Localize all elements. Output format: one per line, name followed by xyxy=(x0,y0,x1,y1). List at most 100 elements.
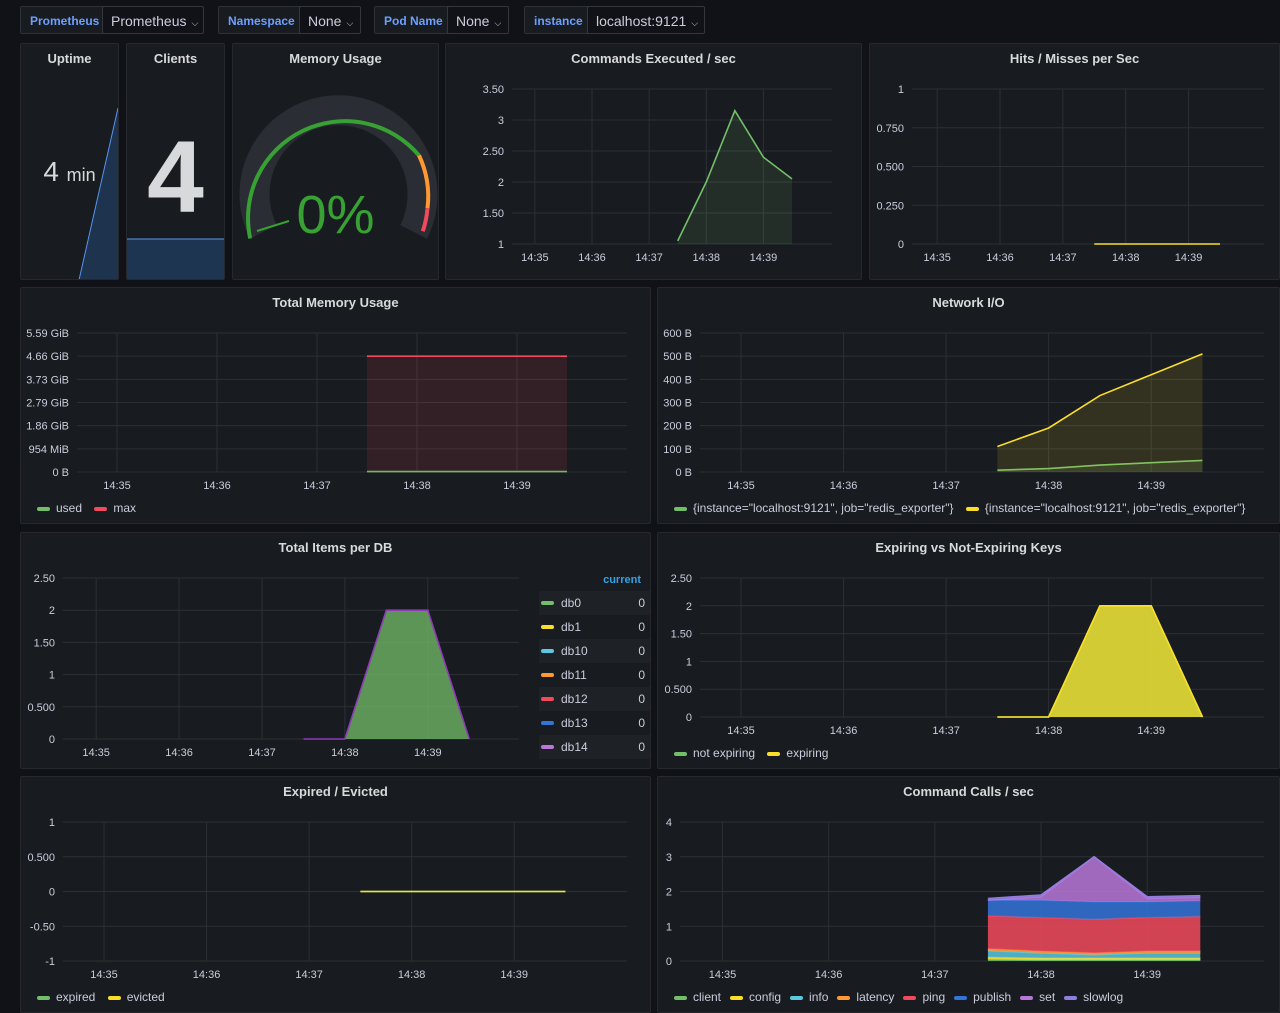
x-tick-label: 14:36 xyxy=(830,725,858,737)
db-legend-row[interactable]: db13 0 xyxy=(539,711,650,735)
y-tick-label: 2.79 GiB xyxy=(26,398,69,410)
pod-select[interactable]: None ⌵ xyxy=(447,6,509,34)
hits-misses-panel[interactable]: Hits / Misses per Sec 1 0.750 0.500 0.250 0 1… xyxy=(869,43,1280,280)
legend-swatch xyxy=(541,721,554,725)
total-memory-panel[interactable]: Total Memory Usage 5.59 GiB 4.66 GiB 3.73 … xyxy=(20,287,651,524)
y-tick-label: 0 xyxy=(898,239,904,251)
instance-value: localhost:9121 xyxy=(596,13,687,29)
hits-misses-chart: 1 0.750 0.500 0.250 0 14:35 14:36 14:37 14:38 14:… xyxy=(876,84,1264,264)
series-line-expiring xyxy=(997,605,1204,718)
chart-legend: used max xyxy=(37,501,145,515)
legend-label: latency xyxy=(856,990,895,1004)
db-legend-row[interactable]: db0 0 xyxy=(539,591,650,615)
db-legend-row[interactable]: db1 0 xyxy=(539,615,650,639)
db-current-value: 0 xyxy=(638,596,645,610)
series-area-db0 xyxy=(303,610,470,739)
memory-gauge xyxy=(239,95,438,239)
instance-select[interactable]: localhost:9121 ⌵ xyxy=(587,6,705,34)
db-legend-row[interactable]: db12 0 xyxy=(539,687,650,711)
db-name: db14 xyxy=(561,740,588,754)
var-label-pod: Pod Name xyxy=(374,6,453,34)
x-tick-label: 14:37 xyxy=(295,969,323,981)
namespace-select[interactable]: None ⌵ xyxy=(299,6,361,34)
legend-item-network-out[interactable]: {instance="localhost:9121", job="redis_e… xyxy=(965,501,1246,515)
uptime-unit: min xyxy=(66,165,96,185)
db-legend-row[interactable]: db14 0 xyxy=(539,735,650,759)
items-per-db-chart: 2.50 2 1.50 1 0.500 0 14:35 14:36 14:37 14:38 14:3… xyxy=(27,573,519,759)
series-line-slowlog xyxy=(987,855,1201,900)
uptime-panel[interactable]: Uptime 4 min xyxy=(20,43,119,280)
command-calls-panel[interactable]: Command Calls / sec 4 3 2 1 0 14:35 14:36 14:37… xyxy=(657,776,1280,1013)
chart-legend: {instance="localhost:9121", job="redis_e… xyxy=(674,501,1254,515)
db-legend-row[interactable]: db10 0 xyxy=(539,639,650,663)
series-area-ping xyxy=(987,915,1201,954)
y-tick-label: 4 xyxy=(666,817,672,829)
y-tick-label: 2.50 xyxy=(34,573,55,585)
datasource-value: Prometheus xyxy=(111,13,187,29)
legend-item-ping[interactable]: ping xyxy=(903,990,945,1004)
x-tick-label: 14:35 xyxy=(90,969,118,981)
legend-item-info[interactable]: info xyxy=(790,990,828,1004)
expiring-keys-panel[interactable]: Expiring vs Not-Expiring Keys 2.50 2 1.50 1… xyxy=(657,532,1280,769)
legend-item-slowlog[interactable]: slowlog xyxy=(1064,990,1123,1004)
x-tick-label: 14:38 xyxy=(1035,725,1063,737)
x-tick-label: 14:35 xyxy=(103,480,131,492)
legend-swatch xyxy=(965,506,979,511)
legend-item-max[interactable]: max xyxy=(94,501,136,515)
x-tick-label: 14:36 xyxy=(193,969,221,981)
x-tick-label: 14:37 xyxy=(932,725,960,737)
expired-evicted-chart: 1 0.500 0 -0.50 -1 14:35 14:36 14:37 14:38 14:39 xyxy=(27,817,627,981)
clients-panel[interactable]: Clients 4 xyxy=(126,43,225,280)
commands-executed-panel[interactable]: Commands Executed / sec 3.50 3 2.50 2 1.50 1 1… xyxy=(445,43,862,280)
legend-item-network-in[interactable]: {instance="localhost:9121", job="redis_e… xyxy=(674,501,954,515)
legend-label: {instance="localhost:9121", job="redis_e… xyxy=(984,501,1246,515)
db-current-value: 0 xyxy=(638,644,645,658)
memory-gauge-value: 0% xyxy=(296,185,375,245)
legend-item-not-expiring[interactable]: not expiring xyxy=(674,746,755,760)
legend-item-latency[interactable]: latency xyxy=(837,990,894,1004)
y-tick-label: 1 xyxy=(666,921,672,933)
legend-label: set xyxy=(1039,990,1056,1004)
legend-label: info xyxy=(809,990,829,1004)
x-tick-label: 14:38 xyxy=(403,480,431,492)
y-tick-label: 600 B xyxy=(663,328,692,340)
legend-item-evicted[interactable]: evicted xyxy=(107,990,165,1004)
legend-swatch xyxy=(1020,995,1034,1000)
x-tick-label: 14:37 xyxy=(303,480,331,492)
panel-title: Total Memory Usage xyxy=(272,295,399,310)
y-tick-label: 200 B xyxy=(663,421,692,433)
y-tick-label: 0 xyxy=(686,712,692,724)
legend-label: expired xyxy=(56,990,96,1004)
y-tick-label: 3 xyxy=(498,115,504,127)
legend-item-client[interactable]: client xyxy=(674,990,721,1004)
legend-item-used[interactable]: used xyxy=(37,501,82,515)
y-tick-label: 1.50 xyxy=(671,629,692,641)
expired-evicted-panel[interactable]: Expired / Evicted 1 0.500 0 -0.50 -1 14:35 14:… xyxy=(20,776,651,1013)
x-tick-label: 14:38 xyxy=(1027,969,1055,981)
datasource-select[interactable]: Prometheus ⌵ xyxy=(102,6,204,34)
legend-item-set[interactable]: set xyxy=(1020,990,1055,1004)
x-tick-label: 14:39 xyxy=(500,969,528,981)
db-name: db10 xyxy=(561,644,588,658)
legend-swatch xyxy=(94,506,108,511)
legend-label: config xyxy=(749,990,782,1004)
y-tick-label: 2 xyxy=(498,177,504,189)
y-tick-label: 2 xyxy=(666,887,672,899)
var-label-instance: instance xyxy=(524,6,593,34)
total-memory-chart: 5.59 GiB 4.66 GiB 3.73 GiB 2.79 GiB 1.86 GiB… xyxy=(26,328,627,492)
legend-item-publish[interactable]: publish xyxy=(954,990,1011,1004)
legend-item-expired[interactable]: expired xyxy=(37,990,95,1004)
db-current-value: 0 xyxy=(638,620,645,634)
legend-item-expiring[interactable]: expiring xyxy=(767,746,828,760)
y-tick-label: 2.50 xyxy=(483,146,504,158)
memory-gauge-panel[interactable]: Memory Usage 0% xyxy=(232,43,439,280)
network-io-panel[interactable]: Network I/O 600 B 500 B 400 B 300 B 200 B 100… xyxy=(657,287,1280,524)
items-per-db-panel[interactable]: Total Items per DB 2.50 2 1.50 1 0.500 0 14:35… xyxy=(20,532,651,769)
y-tick-label: 1 xyxy=(49,670,55,682)
db-legend-row[interactable]: db11 0 xyxy=(539,663,650,687)
legend-header-current[interactable]: current xyxy=(603,574,641,586)
y-tick-label: 5.59 GiB xyxy=(26,328,69,340)
legend-item-config[interactable]: config xyxy=(730,990,781,1004)
legend-label: evicted xyxy=(126,990,165,1004)
db-name: db11 xyxy=(561,668,587,682)
